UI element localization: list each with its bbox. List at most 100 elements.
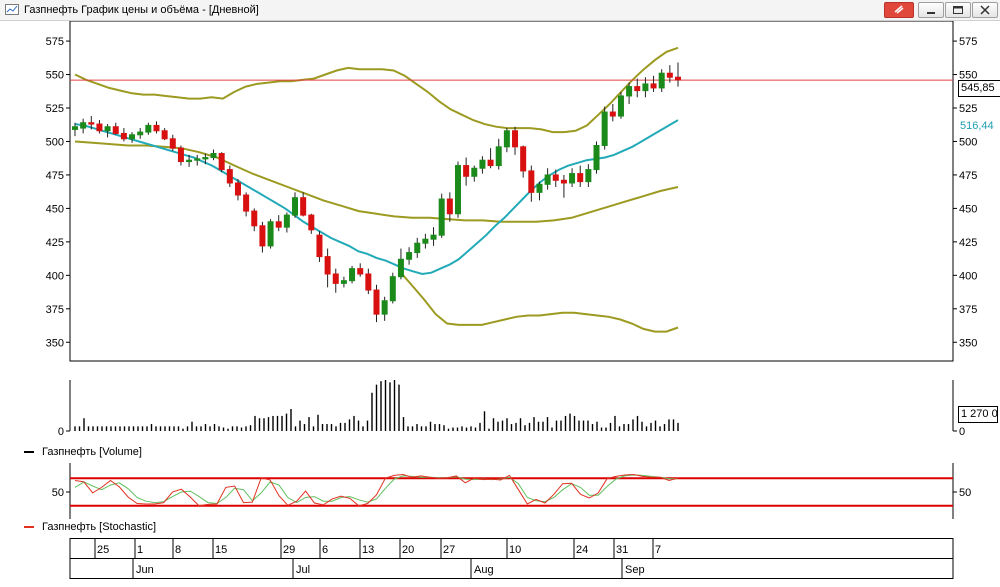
- time-axis-day-label: 13: [362, 544, 374, 556]
- candle-body: [153, 124, 160, 132]
- candle-body: [406, 252, 413, 260]
- time-axis-day-label: 10: [509, 544, 521, 556]
- price-tick-label-left: 375: [46, 304, 64, 316]
- candle-body: [397, 258, 404, 278]
- candle-body: [80, 122, 87, 129]
- volume-legend: Газпнефть [Volume]: [24, 446, 142, 458]
- price-tick-label-right: 475: [959, 170, 977, 182]
- candle-body: [234, 182, 241, 196]
- price-last-badge: 545,85: [958, 80, 1000, 97]
- candle-body: [202, 157, 209, 160]
- price-tick-label-left: 550: [46, 70, 64, 82]
- volume-zero-label-right: 0: [959, 426, 965, 438]
- price-tick-label-left: 475: [46, 170, 64, 182]
- price-plot-frame: [69, 21, 954, 362]
- time-axis-day-label: 6: [322, 544, 328, 556]
- sma-last-badge: 516,44: [958, 119, 1000, 134]
- candle-body: [569, 173, 576, 184]
- candle-body: [357, 268, 364, 275]
- candle-body: [381, 300, 388, 315]
- candle-body: [129, 134, 136, 140]
- time-axis-day-label: 20: [402, 544, 414, 556]
- candle-body: [145, 124, 152, 133]
- candle-body: [169, 138, 176, 149]
- price-tick-label-right: 575: [959, 36, 977, 48]
- candle-body: [520, 146, 527, 172]
- time-axis-day-label: 31: [616, 544, 628, 556]
- time-axis-month-label: Jul: [296, 564, 310, 576]
- candle-body: [112, 126, 119, 134]
- time-axis-month-label: Aug: [474, 564, 494, 576]
- stochastic-legend: Газпнефть [Stochastic]: [24, 521, 156, 533]
- stochastic-d-line: [74, 474, 678, 505]
- attach-button[interactable]: [884, 2, 914, 18]
- candle-body: [259, 225, 266, 247]
- candle-body: [210, 153, 217, 159]
- close-icon: [980, 5, 990, 15]
- candle-body: [626, 86, 633, 97]
- candle-body: [601, 111, 608, 146]
- time-axis-month-label: Sep: [625, 564, 645, 576]
- candle-body: [324, 256, 331, 275]
- candle-body: [194, 158, 201, 161]
- candle-body: [642, 83, 649, 92]
- price-tick-label-left: 400: [46, 270, 64, 282]
- candle-body: [389, 276, 396, 302]
- minimize-button[interactable]: [918, 2, 944, 18]
- time-axis-month-row: [69, 558, 954, 579]
- candle-body: [544, 174, 551, 185]
- candle-body: [479, 159, 486, 169]
- stochastic-chart[interactable]: 50 50: [0, 463, 1000, 519]
- window-titlebar: Газпнефть График цены и объёма - [Дневно…: [0, 0, 1000, 21]
- candle-body: [503, 130, 510, 148]
- candle-body: [218, 153, 225, 171]
- candle-body: [495, 146, 502, 167]
- candle-body: [528, 170, 535, 193]
- price-tick-label-right: 400: [959, 270, 977, 282]
- price-tick-label-left: 350: [46, 337, 64, 349]
- time-axis: 25 1 8 15 29 6 13 20 27 10 24 31 7 Jun Jul Aug Sep: [69, 538, 954, 579]
- candle-body: [316, 234, 323, 258]
- candle-body: [552, 174, 559, 181]
- candle-body: [593, 144, 600, 171]
- candle-body: [340, 280, 347, 284]
- candle-body: [365, 273, 372, 291]
- candle-body: [120, 132, 127, 140]
- candle-body: [226, 169, 233, 184]
- price-tick-label-right: 500: [959, 136, 977, 148]
- time-axis-day-label: 8: [175, 544, 181, 556]
- candle-body: [446, 198, 453, 215]
- candle-body: [161, 130, 168, 140]
- price-tick-label-left: 575: [46, 36, 64, 48]
- candle-body: [104, 126, 111, 132]
- bollinger-lower-line: [400, 272, 679, 333]
- volume-zero-label-left: 0: [58, 426, 64, 438]
- price-tick-label-right: 425: [959, 237, 977, 249]
- time-axis-day-label: 27: [443, 544, 455, 556]
- close-button[interactable]: [972, 2, 998, 18]
- candle-body: [560, 179, 567, 184]
- candle-body: [251, 210, 258, 227]
- price-tick-label-left: 500: [46, 136, 64, 148]
- candle-body: [536, 183, 543, 193]
- candle-body: [463, 165, 470, 177]
- bollinger-upper-line: [74, 46, 679, 134]
- candle-body: [137, 131, 144, 136]
- candle-body: [308, 214, 315, 231]
- candle-body: [430, 234, 437, 240]
- volume-legend-label: Газпнефть [Volume]: [42, 446, 142, 458]
- candle-body: [422, 238, 429, 244]
- candle-body: [512, 130, 519, 148]
- price-chart[interactable]: 350 350 375 375 400 400 425 425 450 450 475 475 500 5…: [0, 21, 1000, 371]
- restore-button[interactable]: [945, 2, 971, 18]
- time-axis-day-label: 15: [215, 544, 227, 556]
- stochastic-tick-label-right: 50: [959, 487, 971, 499]
- candle-body: [186, 159, 193, 163]
- price-tick-label-right: 350: [959, 337, 977, 349]
- window-title: Газпнефть График цены и объёма - [Дневно…: [24, 4, 259, 16]
- candle-body: [577, 173, 584, 183]
- volume-last-badge: 1 270 0: [958, 406, 998, 423]
- candle-body: [609, 111, 616, 117]
- price-tick-label-left: 450: [46, 203, 64, 215]
